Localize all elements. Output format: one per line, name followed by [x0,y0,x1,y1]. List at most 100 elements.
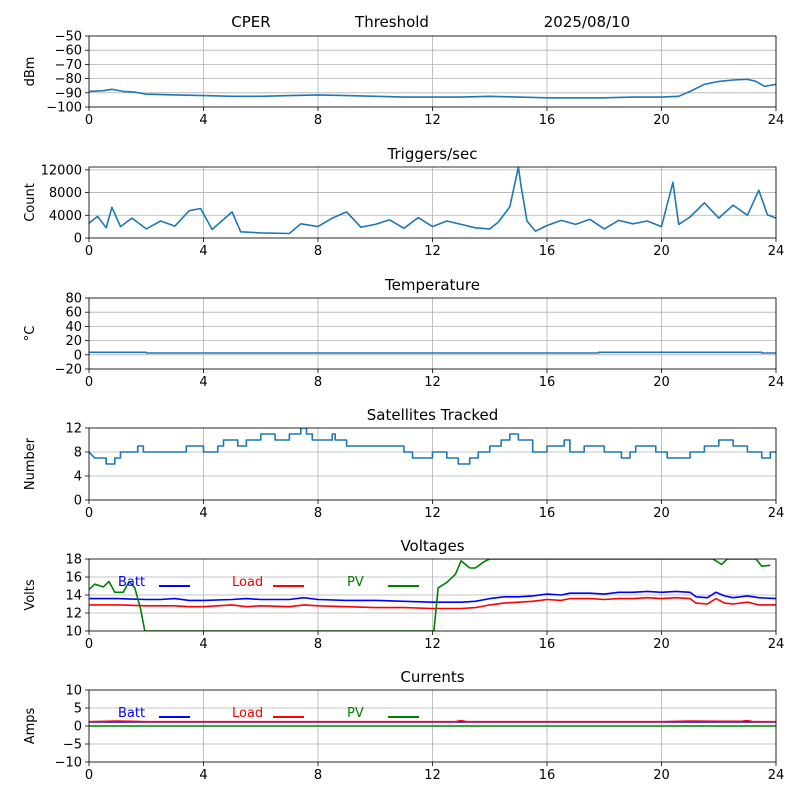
y-tick-label: −70 [55,58,82,73]
y-tick-label: −10 [55,756,82,771]
panel-title: Triggers/sec [387,145,478,163]
series-line-pv [89,559,771,631]
x-tick-label: 4 [199,113,207,128]
y-tick-label: −20 [55,363,82,378]
x-tick-label: 24 [768,637,785,652]
plot-frame [88,297,777,370]
x-tick-label: 4 [199,768,207,783]
plot-frame [88,689,777,763]
x-tick-label: 0 [85,768,93,783]
legend-label: PV [347,575,364,590]
legend-entry-batt: Batt [118,575,190,590]
x-tick-label: 12 [424,375,441,390]
x-tick-label: 4 [199,506,207,521]
panel-satellites: 0 4 8 12 16 20 24 0 4 8 12 Satellites Tracked Number [23,406,784,521]
y-tick-label: 0 [74,494,82,509]
y-axis-label: Count [23,183,38,222]
y-tick-label: 80 [65,292,82,307]
y-tick-label: 8000 [49,186,82,201]
y-tick-label: 40 [65,320,82,335]
plot-frame [88,427,777,501]
legend-entry-load: Load [232,706,304,721]
y-tick-label: 12000 [41,163,82,178]
x-tick-label: 12 [424,506,441,521]
x-tick-label: 12 [424,244,441,259]
y-axis-label: Amps [23,707,38,744]
x-tick-label: 0 [85,637,93,652]
panel-voltages: 0 4 8 12 16 20 24 10 12 14 16 18 Voltages Volts Batt Lo… [23,537,784,652]
x-tick-label: 4 [199,637,207,652]
y-axis-label: °C [23,326,38,342]
x-tick-label: 20 [653,113,670,128]
x-tick-label: 24 [768,506,785,521]
x-tick-label: 8 [314,506,322,521]
panel-title: Currents [400,668,464,686]
x-tick-label: 16 [539,768,556,783]
y-tick-label: 0 [74,348,82,363]
y-tick-label: 12 [65,607,82,622]
x-tick-label: 8 [314,244,322,259]
x-tick-label: 12 [424,113,441,128]
x-tick-label: 16 [539,244,556,259]
y-tick-label: 8 [74,446,82,461]
x-tick-label: 24 [768,244,785,259]
y-tick-label: 20 [65,334,82,349]
y-tick-label: 10 [65,684,82,699]
x-tick-label: 16 [539,375,556,390]
y-tick-label: 14 [65,589,82,604]
y-tick-label: 0 [74,720,82,735]
y-tick-label: 16 [65,571,82,586]
x-tick-label: 12 [424,768,441,783]
legend-label: Batt [118,706,145,721]
x-tick-label: 0 [85,375,93,390]
x-tick-label: 16 [539,506,556,521]
x-tick-label: 20 [653,768,670,783]
y-tick-label: −60 [55,44,82,59]
x-tick-label: 16 [539,637,556,652]
y-axis-label: dBm [23,57,38,87]
legend-entry-batt: Batt [118,706,190,721]
y-tick-label: 4000 [49,209,82,224]
series-line-satellites [89,428,776,465]
y-tick-label: 60 [65,306,82,321]
x-tick-label: 24 [768,113,785,128]
x-tick-label: 16 [539,113,556,128]
x-tick-label: 0 [85,244,93,259]
legend-label: Batt [118,575,145,590]
plot-frame [88,166,777,239]
panel-triggers: 0 4 8 12 16 20 24 0 4000 8000 12000 Triggers/sec Cou… [23,145,784,259]
panel-signal: 0 4 8 12 16 20 24 −100−90−80−70−60−50 dBm [23,30,784,129]
x-tick-label: 8 [314,375,322,390]
header-date: 2025/08/10 [544,13,630,31]
y-tick-label: 0 [74,232,82,247]
y-tick-label: −5 [63,738,82,753]
y-tick-label: 12 [65,422,82,437]
series-line-triggers [89,167,776,235]
panel-title: Temperature [384,276,480,294]
x-tick-label: 20 [653,244,670,259]
y-tick-label: −80 [55,72,82,87]
x-tick-label: 0 [85,113,93,128]
legend-label: Load [232,575,263,590]
y-tick-label: −100 [46,101,82,116]
series-line-load [89,719,776,723]
y-tick-label: 5 [74,702,82,717]
plot-frame [88,35,777,108]
x-tick-label: 8 [314,113,322,128]
header-mode: Threshold [354,13,429,31]
y-axis-label: Volts [23,579,38,611]
x-tick-label: 4 [199,375,207,390]
x-tick-label: 4 [199,244,207,259]
x-tick-label: 20 [653,506,670,521]
plot-frame [88,558,777,632]
header-site: CPER [231,13,270,31]
x-tick-label: 20 [653,375,670,390]
series-line-temperature [89,351,776,354]
y-tick-label: 10 [65,625,82,640]
y-tick-label: −90 [55,86,82,101]
x-tick-label: 24 [768,375,785,390]
x-tick-label: 24 [768,768,785,783]
